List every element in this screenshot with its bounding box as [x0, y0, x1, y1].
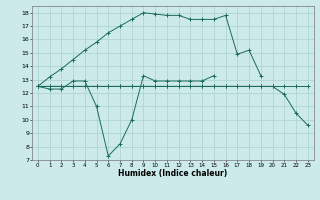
X-axis label: Humidex (Indice chaleur): Humidex (Indice chaleur): [118, 169, 228, 178]
